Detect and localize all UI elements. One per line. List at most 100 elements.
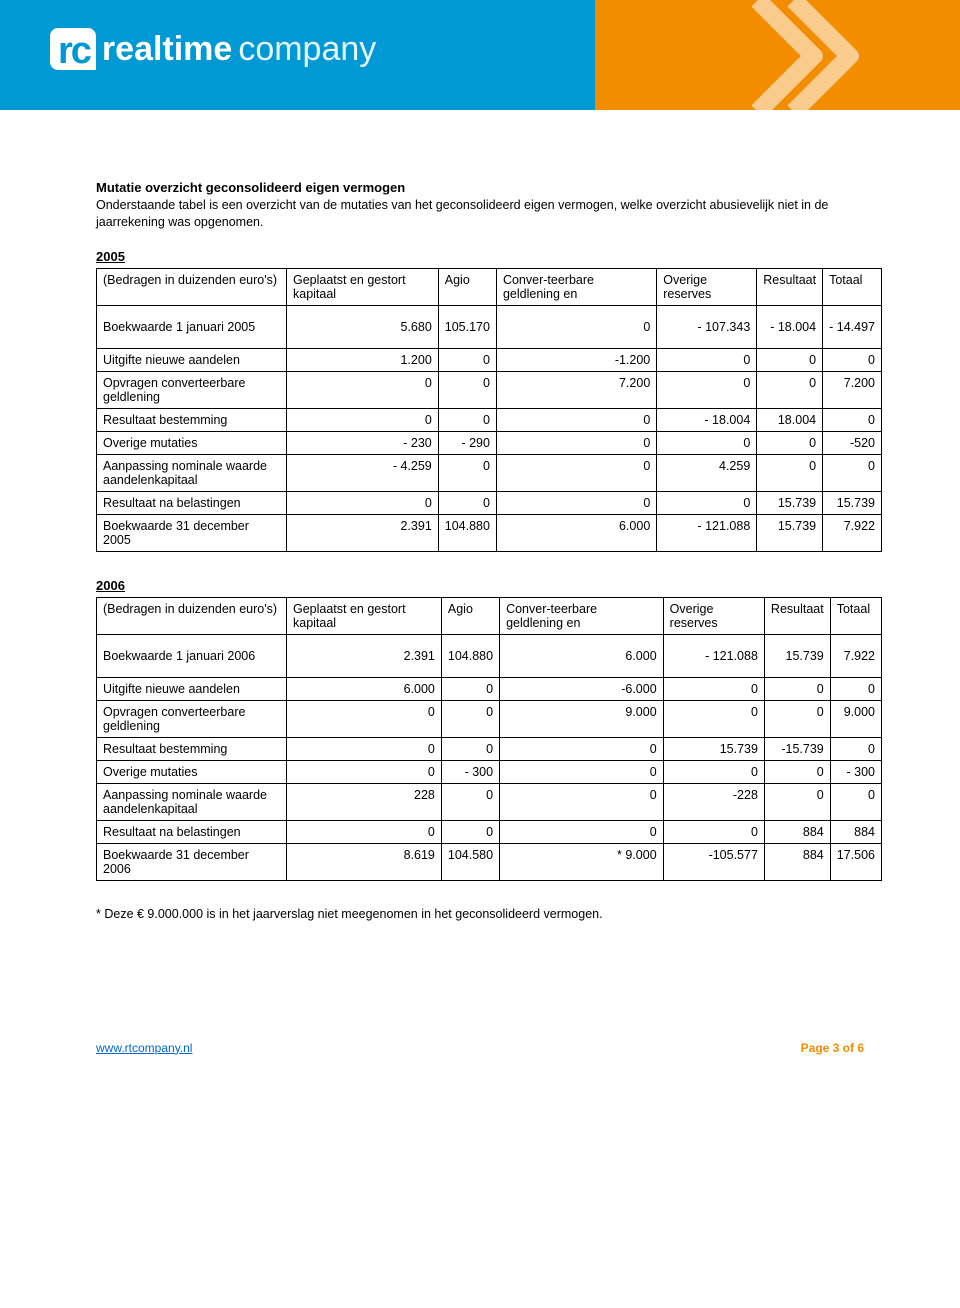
table-row: Uitgifte nieuwe aandelen1.2000-1.200000 — [97, 348, 882, 371]
col-rowhead: (Bedragen in duizenden euro's) — [97, 268, 287, 305]
cell: 0 — [500, 760, 664, 783]
row-label: Resultaat na belastingen — [97, 491, 287, 514]
table-row: Resultaat na belastingen000015.73915.739 — [97, 491, 882, 514]
row-label: Overige mutaties — [97, 431, 287, 454]
row-label: Boekwaarde 31 december 2006 — [97, 843, 287, 880]
col-reserves: Overige reserves — [663, 597, 764, 634]
cell: 15.739 — [757, 514, 823, 551]
cell: 0 — [500, 737, 664, 760]
row-label: Aanpassing nominale waarde aandelenkapit… — [97, 783, 287, 820]
cell: 884 — [764, 843, 830, 880]
table-row: Opvragen converteerbare geldlening007.20… — [97, 371, 882, 408]
cell: 0 — [441, 783, 499, 820]
year-2006: 2006 — [96, 578, 882, 593]
cell: 0 — [441, 820, 499, 843]
cell: 6.000 — [500, 634, 664, 677]
cell: 0 — [823, 408, 882, 431]
footer-link[interactable]: www.rtcompany.nl — [96, 1041, 192, 1055]
cell: 884 — [830, 820, 881, 843]
table-row: Resultaat bestemming00015.739-15.7390 — [97, 737, 882, 760]
col-agio: Agio — [438, 268, 496, 305]
page-number: Page 3 of 6 — [801, 1041, 864, 1055]
cell: -228 — [663, 783, 764, 820]
row-label: Opvragen converteerbare geldlening — [97, 700, 287, 737]
cell: 15.739 — [764, 634, 830, 677]
cell: 0 — [830, 783, 881, 820]
section-title: Mutatie overzicht geconsolideerd eigen v… — [96, 180, 882, 195]
brand-word-2: company — [238, 30, 376, 69]
cell: 0 — [663, 760, 764, 783]
col-kapitaal: Geplaatst en gestort kapitaal — [287, 597, 442, 634]
cell: - 230 — [287, 431, 439, 454]
cell: 0 — [287, 408, 439, 431]
cell: 0 — [287, 737, 442, 760]
table-row: Resultaat na belastingen0000884884 — [97, 820, 882, 843]
cell: - 18.004 — [657, 408, 757, 431]
cell: 9.000 — [500, 700, 664, 737]
cell: 0 — [441, 677, 499, 700]
cell: 4.259 — [657, 454, 757, 491]
cell: 0 — [657, 491, 757, 514]
table-row: Overige mutaties- 230- 290000-520 — [97, 431, 882, 454]
cell: 17.506 — [830, 843, 881, 880]
row-label: Boekwaarde 31 december 2005 — [97, 514, 287, 551]
cell: 8.619 — [287, 843, 442, 880]
cell: 0 — [764, 783, 830, 820]
cell: - 300 — [830, 760, 881, 783]
cell: 0 — [830, 677, 881, 700]
cell: 0 — [663, 677, 764, 700]
cell: 0 — [438, 454, 496, 491]
cell: 7.922 — [830, 634, 881, 677]
cell: 0 — [441, 737, 499, 760]
cell: 2.391 — [287, 514, 439, 551]
cell: 0 — [438, 408, 496, 431]
cell: 0 — [500, 783, 664, 820]
col-kapitaal: Geplaatst en gestort kapitaal — [287, 268, 439, 305]
cell: 5.680 — [287, 305, 439, 348]
cell: - 121.088 — [657, 514, 757, 551]
table-row: Boekwaarde 31 december 20068.619104.580*… — [97, 843, 882, 880]
table-row: Boekwaarde 31 december 20052.391104.8806… — [97, 514, 882, 551]
row-label: Boekwaarde 1 januari 2006 — [97, 634, 287, 677]
footnote: * Deze € 9.000.000 is in het jaarverslag… — [96, 907, 882, 921]
cell: 0 — [757, 431, 823, 454]
row-label: Uitgifte nieuwe aandelen — [97, 348, 287, 371]
cell: - 18.004 — [757, 305, 823, 348]
cell: 7.200 — [496, 371, 656, 408]
cell: -520 — [823, 431, 882, 454]
cell: 0 — [496, 305, 656, 348]
cell: 6.000 — [287, 677, 442, 700]
row-label: Overige mutaties — [97, 760, 287, 783]
col-rowhead: (Bedragen in duizenden euro's) — [97, 597, 287, 634]
cell: - 4.259 — [287, 454, 439, 491]
cell: - 14.497 — [823, 305, 882, 348]
table-row: Opvragen converteerbare geldlening009.00… — [97, 700, 882, 737]
row-label: Aanpassing nominale waarde aandelenkapit… — [97, 454, 287, 491]
cell: 0 — [757, 348, 823, 371]
cell: 884 — [764, 820, 830, 843]
cell: 0 — [438, 348, 496, 371]
cell: 0 — [287, 760, 442, 783]
cell: -15.739 — [764, 737, 830, 760]
cell: 0 — [657, 431, 757, 454]
col-resultaat: Resultaat — [757, 268, 823, 305]
table-2006: (Bedragen in duizenden euro's)Geplaatst … — [96, 597, 882, 881]
cell: 0 — [764, 677, 830, 700]
chevrons-icon — [720, 12, 840, 98]
brand-word-1: realtime — [102, 30, 232, 69]
cell: 0 — [830, 737, 881, 760]
cell: 0 — [764, 700, 830, 737]
table-row: Aanpassing nominale waarde aandelenkapit… — [97, 454, 882, 491]
cell: 0 — [657, 348, 757, 371]
col-agio: Agio — [441, 597, 499, 634]
cell: 18.004 — [757, 408, 823, 431]
cell: 0 — [496, 431, 656, 454]
cell: 0 — [287, 700, 442, 737]
cell: 105.170 — [438, 305, 496, 348]
col-totaal: Totaal — [830, 597, 881, 634]
cell: - 121.088 — [663, 634, 764, 677]
cell: 0 — [287, 371, 439, 408]
cell: 0 — [757, 454, 823, 491]
intro-text: Onderstaande tabel is een overzicht van … — [96, 197, 882, 231]
cell: 0 — [823, 454, 882, 491]
